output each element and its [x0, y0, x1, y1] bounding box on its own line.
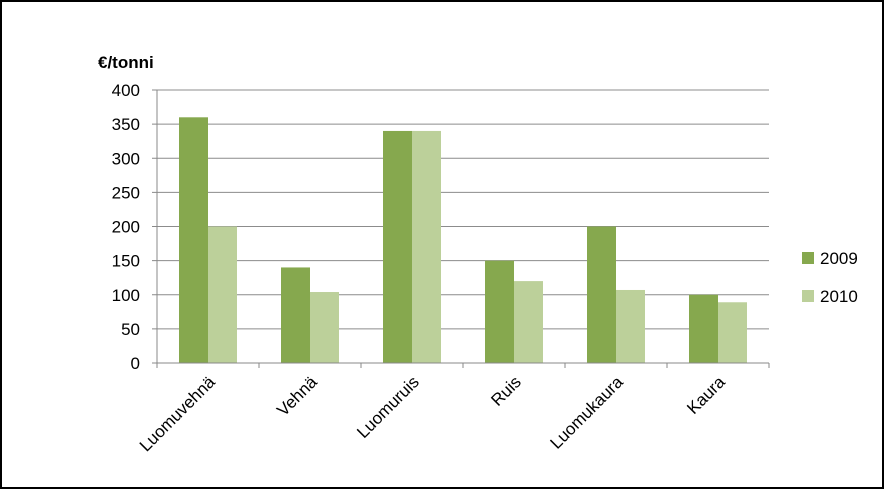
x-tick-label: Luomuruis — [353, 372, 423, 442]
bar-2010-5 — [718, 302, 747, 363]
x-tick-label: Vehnä — [273, 372, 321, 420]
y-tick-label: 200 — [112, 218, 140, 237]
x-tick-label: Luomukaura — [547, 372, 628, 453]
legend-label-2010: 2010 — [820, 287, 858, 306]
x-tick-label: Ruis — [487, 372, 524, 409]
y-tick-label: 400 — [112, 81, 140, 100]
bar-2010-2 — [412, 130, 441, 363]
gridlines — [157, 89, 769, 330]
bar-2009-2 — [383, 130, 412, 363]
bar-2009-4 — [587, 226, 616, 363]
bar-2009-5 — [689, 294, 718, 363]
y-tick-label: 350 — [112, 115, 140, 134]
bar-2010-4 — [616, 289, 645, 363]
bar-2009-3 — [485, 260, 514, 363]
bar-2009-1 — [281, 267, 310, 363]
y-tick-label: 0 — [131, 354, 140, 373]
y-tick-label: 300 — [112, 149, 140, 168]
bars — [179, 117, 747, 363]
y-tick-label: 250 — [112, 183, 140, 202]
y-tick-label: 100 — [112, 286, 140, 305]
x-tick-label: Kaura — [683, 372, 729, 418]
legend-swatch-2009 — [802, 252, 814, 264]
bar-2010-0 — [208, 226, 237, 363]
x-tick-labels: Luomuvehnä Vehnä Luomuruis Ruis Luomukaura Ka… — [136, 363, 770, 455]
bar-2010-3 — [514, 281, 543, 363]
bar-2009-0 — [179, 117, 208, 363]
bar-2010-1 — [310, 292, 339, 363]
legend: 2009 2010 — [802, 249, 858, 306]
y-tick-label: 150 — [112, 252, 140, 271]
y-tick-labels: 0 50 100 150 200 250 300 350 400 — [112, 81, 157, 373]
legend-label-2009: 2009 — [820, 249, 858, 268]
x-tick-label: Luomuvehnä — [136, 372, 219, 455]
y-tick-label: 50 — [121, 320, 140, 339]
legend-swatch-2010 — [802, 290, 814, 302]
y-axis-label: €/tonni — [98, 53, 154, 72]
